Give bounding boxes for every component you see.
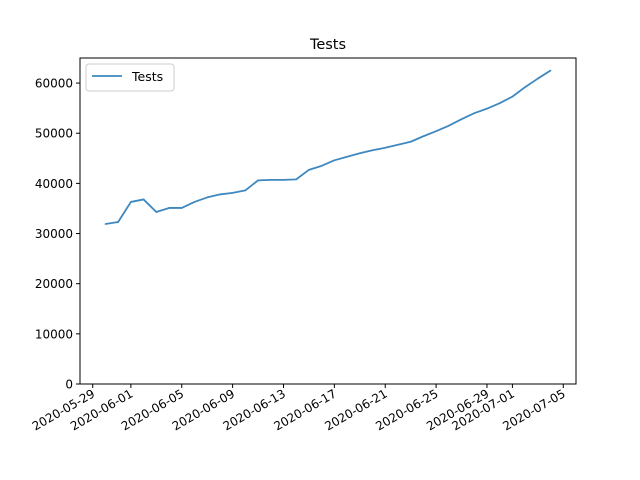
data-point [371, 149, 374, 152]
data-point [473, 112, 476, 114]
data-point [168, 207, 170, 209]
data-point [498, 102, 501, 104]
data-point [486, 107, 488, 110]
legend-label-tests: Tests [131, 69, 163, 84]
data-point [219, 193, 221, 196]
data-point [524, 86, 526, 88]
y-axis-ticks: 0 10000 20000 30000 40000 50000 60000 [35, 77, 80, 392]
series-layer [104, 69, 552, 225]
plot-frame [79, 57, 577, 385]
data-point [155, 211, 158, 213]
data-point [422, 135, 425, 138]
data-point [308, 169, 310, 171]
data-point [295, 178, 298, 181]
plot-area [79, 57, 577, 385]
y-tick-label: 40000 [35, 177, 73, 191]
y-tick-label: 60000 [35, 77, 73, 91]
y-tick-label: 50000 [35, 127, 73, 141]
y-tick-label: 0 [65, 378, 73, 392]
data-point [358, 152, 361, 155]
data-point [206, 196, 208, 199]
data-point [244, 189, 247, 192]
data-point [397, 143, 399, 146]
data-point [346, 156, 348, 158]
data-point [333, 159, 336, 162]
data-point [257, 179, 259, 182]
data-point [231, 192, 234, 194]
data-point [448, 124, 450, 127]
series-line-tests [105, 69, 552, 225]
data-point [142, 198, 145, 201]
data-point [282, 179, 285, 181]
y-tick-label: 30000 [35, 227, 73, 241]
legend-box [85, 63, 175, 92]
data-point [180, 207, 183, 209]
data-point [130, 201, 132, 203]
data-point [117, 221, 119, 223]
data-point [511, 95, 514, 98]
data-point [269, 179, 272, 181]
legend: Tests [85, 63, 175, 92]
y-tick-label: 20000 [35, 277, 73, 291]
data-point [409, 140, 412, 143]
data-point [104, 223, 107, 225]
data-point [537, 77, 539, 80]
data-point [320, 165, 323, 167]
chart-title: Tests [309, 37, 346, 53]
y-tick-label: 10000 [35, 327, 73, 341]
data-point [435, 130, 437, 133]
data-point [549, 69, 552, 72]
data-point [460, 118, 463, 120]
data-point [384, 146, 387, 149]
data-point [193, 201, 196, 203]
